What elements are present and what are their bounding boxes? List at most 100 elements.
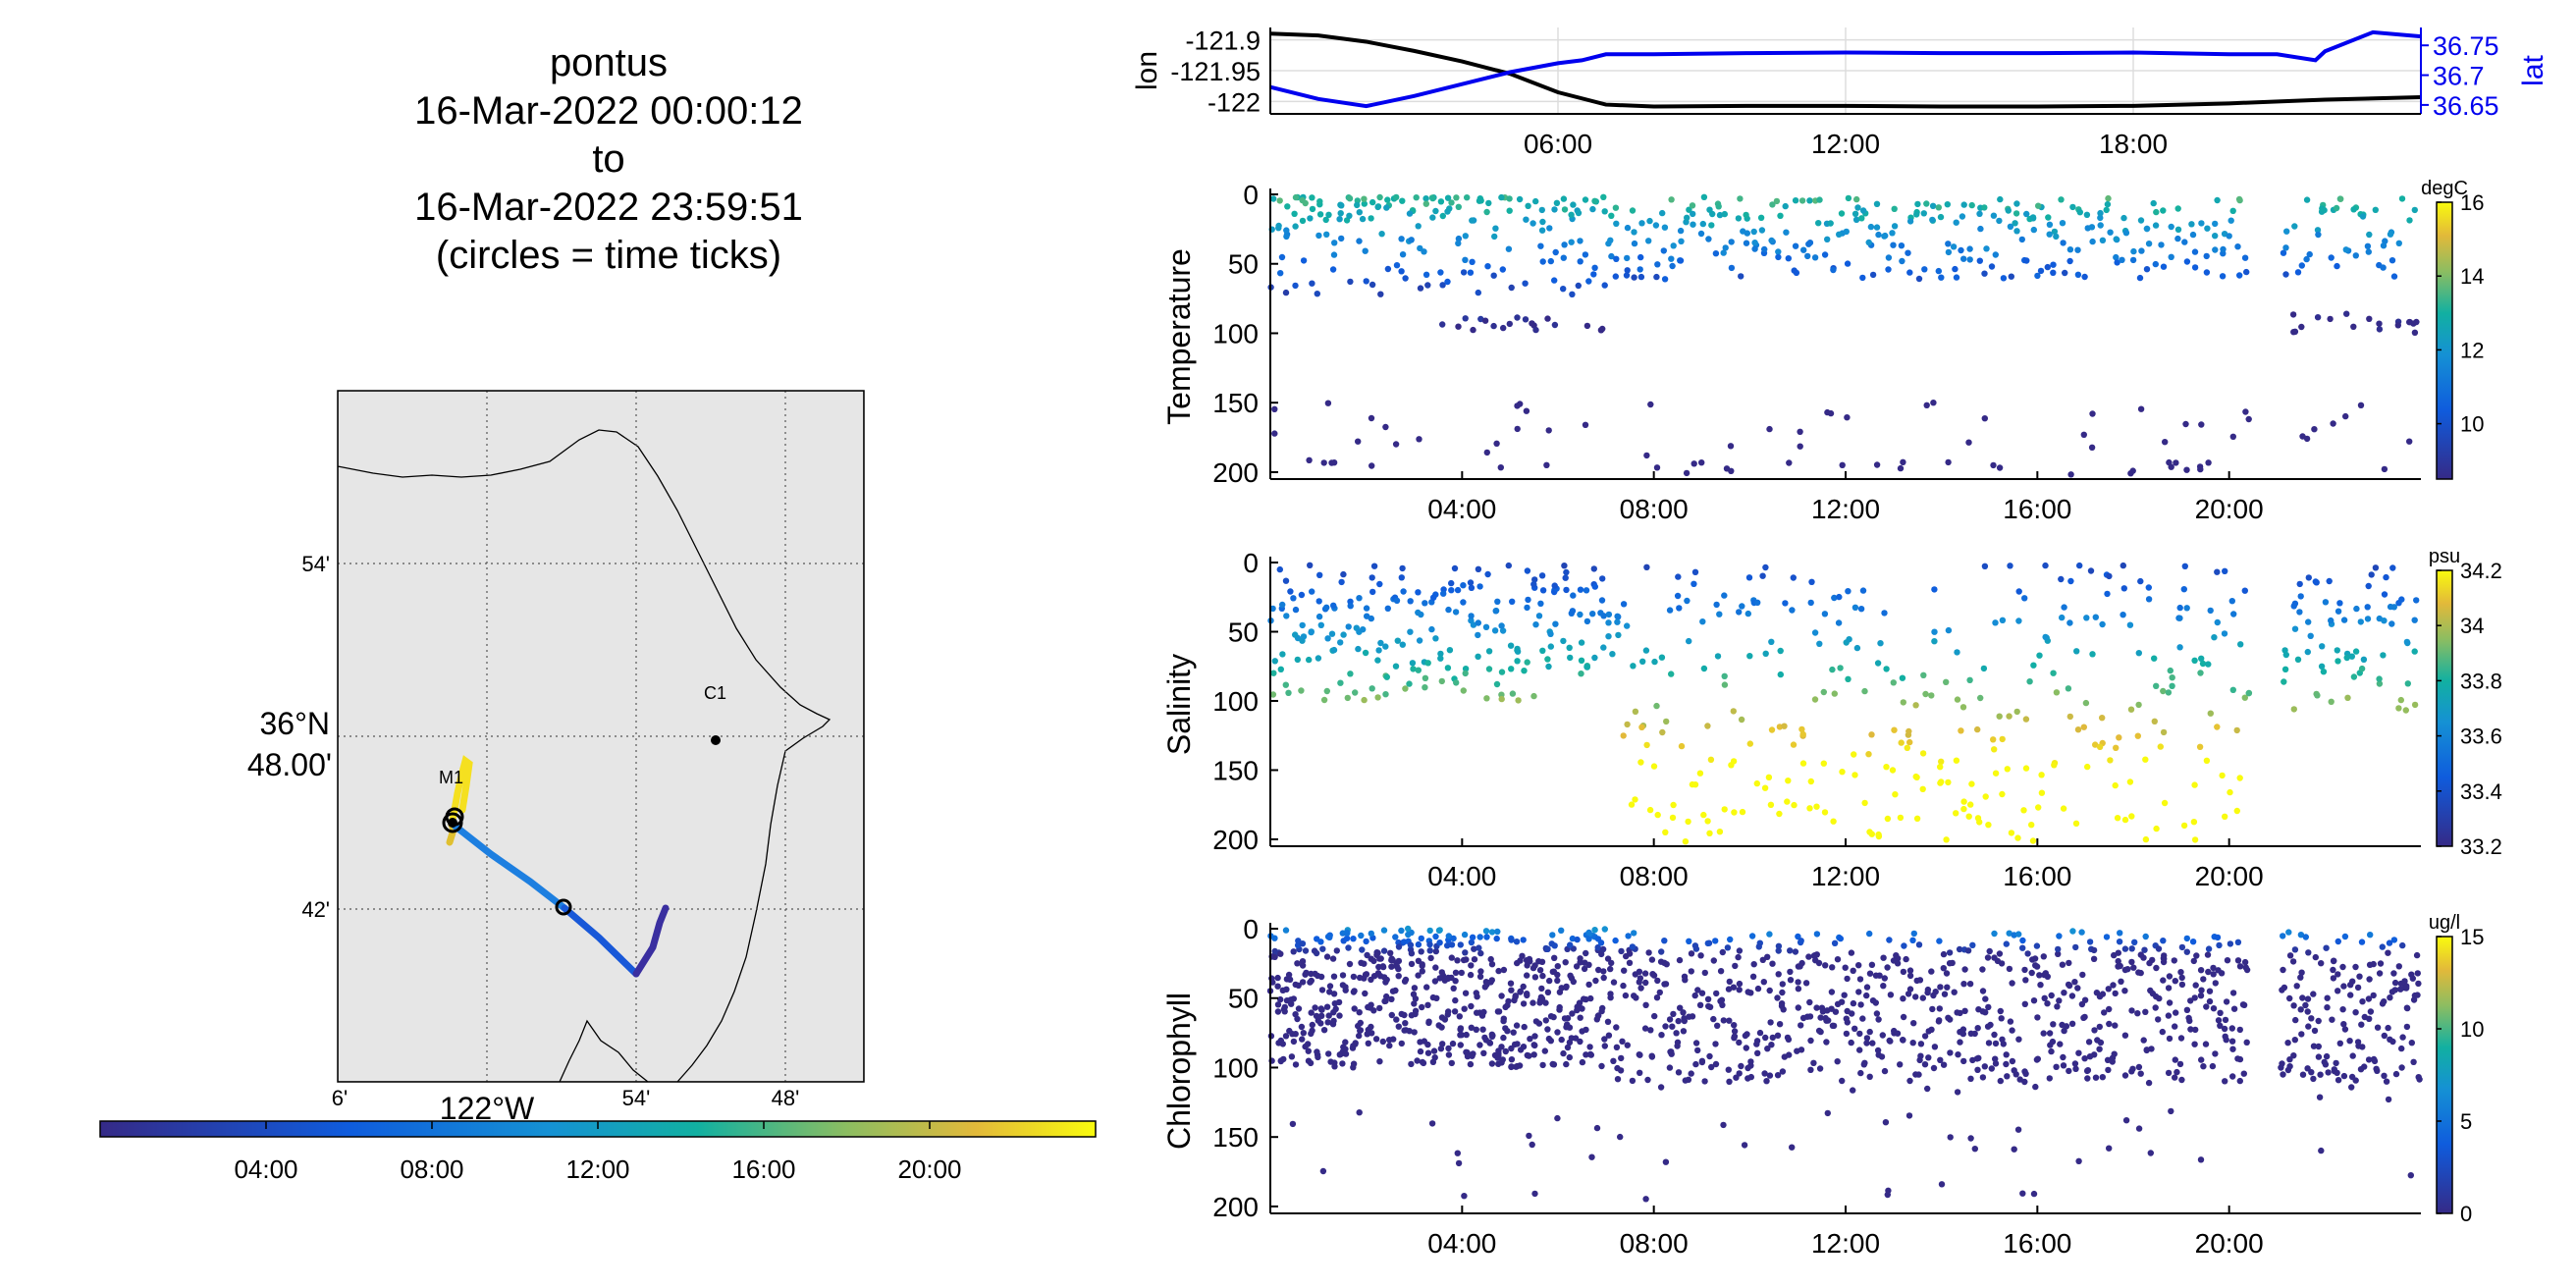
chlorophyll-point [1588, 1154, 1595, 1160]
temperature-point [1416, 436, 1422, 443]
chlorophyll-point [1500, 1015, 1508, 1022]
chlorophyll-point [2385, 949, 2391, 956]
chlorophyll-point [2217, 1009, 2224, 1017]
chlorophyll-point [1594, 943, 1601, 951]
salinity-point [1292, 631, 1299, 638]
chlorophyll-point [2059, 961, 2066, 968]
chlorophyll-point [2407, 1172, 2414, 1179]
salinity-point [1790, 574, 1798, 581]
temperature-point [1608, 212, 1615, 219]
chlorophyll-point [2291, 946, 2299, 953]
chlorophyll-point [1619, 1038, 1626, 1046]
chlorophyll-point [2354, 984, 2362, 992]
chlorophyll-point [1500, 1034, 1507, 1042]
temperature-point [1845, 194, 1852, 202]
chlorophyll-point [2191, 1041, 2198, 1047]
temperature-point [1843, 228, 1851, 236]
chlorophyll-point [1392, 987, 1399, 994]
temperature-point [1422, 271, 1430, 278]
temperature-point [1522, 316, 1530, 323]
temperature-point [1583, 322, 1591, 330]
chlorophyll-point [2202, 1041, 2210, 1047]
chlorophyll-point [1838, 998, 1846, 1005]
chlorophyll-point [1524, 972, 1530, 979]
temperature-point [2099, 237, 2107, 243]
chlorophyll-point [2081, 1055, 2088, 1062]
salinity-point [2080, 724, 2087, 730]
chlorophyll-point [1468, 962, 1475, 969]
temperature-point [1700, 193, 1708, 200]
salinity-point [1811, 629, 1819, 636]
chlorophyll-point [1563, 983, 1570, 991]
salinity-point [1620, 601, 1628, 608]
chlorophyll-point [1996, 950, 2004, 957]
salinity-point [2176, 604, 2183, 612]
temperature-point [1538, 227, 1546, 234]
salinity-point [1721, 681, 1729, 688]
salinity-point [1897, 814, 1905, 822]
chlorophyll-point [1692, 1040, 1700, 1046]
chlorophyll-point [2061, 1027, 2067, 1035]
salinity-point [1739, 808, 1746, 816]
chlorophyll-point [1648, 956, 1656, 963]
chlorophyll-point [1531, 1033, 1538, 1040]
chlorophyll-point [2374, 1067, 2381, 1075]
salinity-point [1524, 659, 1530, 666]
chlorophyll-point [2121, 966, 2129, 974]
temperature-point [2406, 217, 2413, 224]
salinity-point [2318, 663, 2326, 670]
chlorophyll-axis-label: Chlorophyll [1161, 993, 1197, 1150]
salinity-point [1614, 618, 1621, 625]
salinity-point [2241, 694, 2248, 701]
chlorophyll-point [1688, 1070, 1694, 1077]
salinity-point [1798, 725, 1805, 733]
temperature-point [1881, 233, 1888, 240]
salinity-x-tick-label: 08:00 [1620, 861, 1689, 891]
temperature-point [1284, 203, 1291, 210]
temperature-point [1624, 254, 1631, 262]
chlorophyll-point [1648, 1052, 1655, 1059]
temperature-point [1568, 239, 1575, 245]
temperature-point [1300, 257, 1308, 264]
chlorophyll-point [1760, 979, 1768, 986]
chlorophyll-point [2007, 1018, 2014, 1025]
chlorophyll-point [2308, 1069, 2315, 1076]
salinity-point [1707, 756, 1715, 763]
salinity-point [2180, 586, 2187, 593]
temperature-point [1455, 323, 1462, 330]
salinity-point [1632, 796, 1638, 803]
chlorophyll-point [1342, 1050, 1350, 1057]
salinity-point [1362, 649, 1369, 657]
chlorophyll-point [2148, 1046, 2155, 1052]
temperature-point [1324, 400, 1332, 406]
temperature-point [2376, 326, 2384, 333]
chlorophyll-point [2172, 1056, 2178, 1063]
salinity-point [2120, 585, 2127, 592]
chlorophyll-point [2347, 982, 2354, 989]
chlorophyll-point [1874, 1046, 1882, 1054]
salinity-point [2364, 604, 2371, 611]
chlorophyll-point [1320, 1027, 1328, 1034]
salinity-point [1776, 810, 1783, 818]
temperature-point [1661, 224, 1669, 231]
salinity-point [1402, 685, 1409, 692]
temperature-point [1950, 243, 1958, 250]
salinity-point [1270, 670, 1277, 676]
chlorophyll-point [2312, 953, 2319, 961]
chlorophyll-point [1869, 1040, 1876, 1046]
chlorophyll-point [1473, 1026, 1480, 1034]
chlorophyll-point [2003, 1060, 2010, 1068]
salinity-point [1920, 671, 1927, 678]
temperature-point [1484, 263, 1491, 270]
salinity-point [1485, 648, 1493, 655]
temperature-point [1715, 203, 1722, 210]
chlorophyll-point [1959, 1026, 1967, 1033]
chlorophyll-point [1677, 1004, 1684, 1011]
salinity-point [1300, 633, 1308, 640]
chlorophyll-point [1688, 950, 1695, 957]
chlorophyll-point [1424, 1049, 1432, 1056]
chlorophyll-point [1432, 947, 1440, 955]
chlorophyll-point [1454, 1150, 1462, 1156]
salinity-point [1954, 649, 1960, 656]
temperature-point [2290, 329, 2297, 336]
